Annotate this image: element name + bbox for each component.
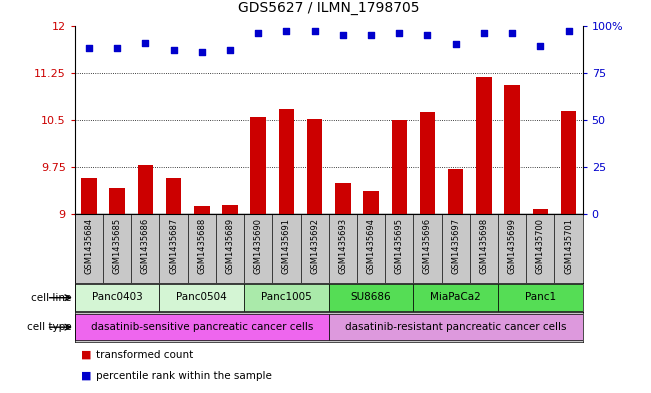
Bar: [244, 285, 329, 311]
Text: GSM1435686: GSM1435686: [141, 218, 150, 274]
Point: [169, 47, 179, 53]
Text: MiaPaCa2: MiaPaCa2: [430, 292, 481, 302]
Bar: [476, 77, 492, 214]
Bar: [75, 314, 329, 340]
Bar: [329, 285, 413, 311]
Text: Panc0504: Panc0504: [176, 292, 227, 302]
Bar: [109, 188, 125, 214]
Point: [253, 30, 264, 36]
Text: GSM1435693: GSM1435693: [339, 218, 348, 274]
Text: GSM1435685: GSM1435685: [113, 218, 122, 274]
Bar: [335, 184, 351, 214]
Bar: [75, 285, 159, 311]
Point: [450, 41, 461, 48]
Bar: [279, 109, 294, 214]
Point: [535, 43, 546, 50]
Text: GDS5627 / ILMN_1798705: GDS5627 / ILMN_1798705: [238, 1, 419, 15]
Bar: [533, 209, 548, 214]
Bar: [363, 191, 379, 214]
Text: ■: ■: [81, 371, 92, 381]
Bar: [448, 169, 464, 214]
Text: Panc1: Panc1: [525, 292, 556, 302]
Text: GSM1435696: GSM1435696: [423, 218, 432, 274]
Text: dasatinib-resistant pancreatic cancer cells: dasatinib-resistant pancreatic cancer ce…: [345, 321, 566, 332]
Text: percentile rank within the sample: percentile rank within the sample: [96, 371, 271, 381]
Text: ■: ■: [81, 350, 92, 360]
Text: GSM1435691: GSM1435691: [282, 218, 291, 274]
Bar: [251, 118, 266, 214]
Bar: [561, 111, 576, 214]
Bar: [137, 165, 153, 214]
Bar: [222, 206, 238, 214]
Bar: [329, 314, 583, 340]
Point: [197, 49, 207, 55]
Text: transformed count: transformed count: [96, 350, 193, 360]
Text: GSM1435687: GSM1435687: [169, 218, 178, 274]
Bar: [307, 119, 322, 214]
Point: [422, 32, 433, 38]
Bar: [498, 285, 583, 311]
Text: GSM1435692: GSM1435692: [310, 218, 319, 274]
Bar: [81, 178, 97, 214]
Bar: [391, 120, 407, 214]
Text: GSM1435695: GSM1435695: [395, 218, 404, 274]
Bar: [159, 285, 244, 311]
Point: [507, 30, 518, 36]
Point: [281, 28, 292, 34]
Point: [394, 30, 404, 36]
Text: GSM1435690: GSM1435690: [254, 218, 263, 274]
Point: [84, 45, 94, 51]
Bar: [420, 112, 436, 214]
Text: SU8686: SU8686: [351, 292, 391, 302]
Text: GSM1435699: GSM1435699: [508, 218, 517, 274]
Point: [338, 32, 348, 38]
Point: [478, 30, 489, 36]
Text: GSM1435700: GSM1435700: [536, 218, 545, 274]
Point: [366, 32, 376, 38]
Text: cell type: cell type: [27, 322, 72, 332]
Bar: [166, 178, 182, 214]
Text: GSM1435697: GSM1435697: [451, 218, 460, 274]
Point: [309, 28, 320, 34]
Point: [112, 45, 122, 51]
Text: GSM1435689: GSM1435689: [225, 218, 234, 274]
Text: GSM1435694: GSM1435694: [367, 218, 376, 274]
Text: GSM1435698: GSM1435698: [479, 218, 488, 274]
Text: GSM1435701: GSM1435701: [564, 218, 573, 274]
Bar: [413, 285, 498, 311]
Text: Panc0403: Panc0403: [92, 292, 143, 302]
Bar: [505, 84, 520, 214]
Text: dasatinib-sensitive pancreatic cancer cells: dasatinib-sensitive pancreatic cancer ce…: [90, 321, 313, 332]
Text: GSM1435688: GSM1435688: [197, 218, 206, 274]
Text: Panc1005: Panc1005: [261, 292, 312, 302]
Bar: [194, 206, 210, 214]
Point: [225, 47, 235, 53]
Text: GSM1435684: GSM1435684: [85, 218, 94, 274]
Point: [563, 28, 574, 34]
Text: cell line: cell line: [31, 293, 72, 303]
Point: [140, 39, 150, 46]
